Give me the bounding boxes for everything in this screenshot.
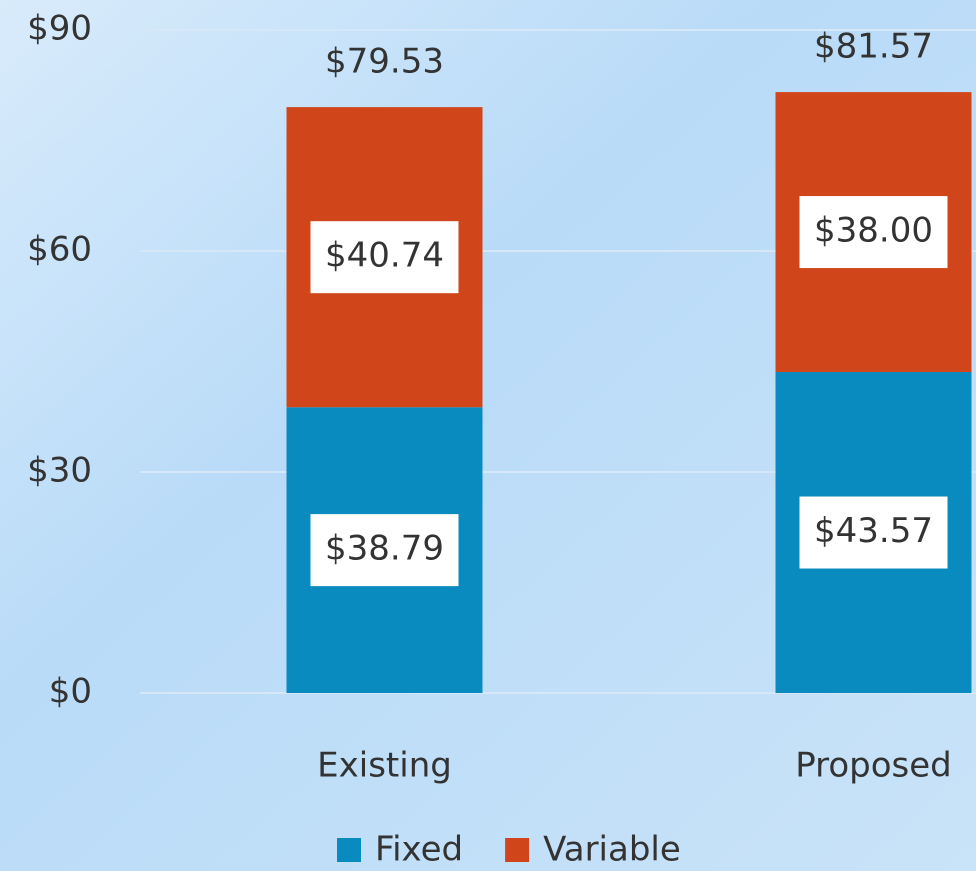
total-label: $81.57 — [814, 27, 933, 67]
x-tick-label: Existing — [317, 746, 452, 786]
y-tick-label: $90 — [27, 9, 92, 49]
legend-label: Variable — [543, 830, 681, 870]
data-label-box — [799, 196, 948, 269]
data-label: $38.79 — [325, 529, 444, 569]
x-tick-label: Proposed — [795, 746, 952, 786]
y-tick-label: $60 — [27, 230, 92, 270]
total-label: $79.53 — [325, 42, 444, 82]
data-label: $43.57 — [814, 511, 933, 551]
data-label-box — [310, 514, 459, 587]
legend-label: Fixed — [375, 830, 463, 870]
data-label-box — [799, 496, 948, 569]
data-label-box — [310, 221, 459, 294]
legend-swatch — [337, 838, 361, 862]
y-tick-label: $0 — [49, 672, 92, 712]
legend-swatch — [505, 838, 530, 862]
y-tick-label: $30 — [27, 451, 92, 491]
data-label: $40.74 — [325, 236, 444, 276]
data-label: $38.00 — [814, 211, 933, 251]
